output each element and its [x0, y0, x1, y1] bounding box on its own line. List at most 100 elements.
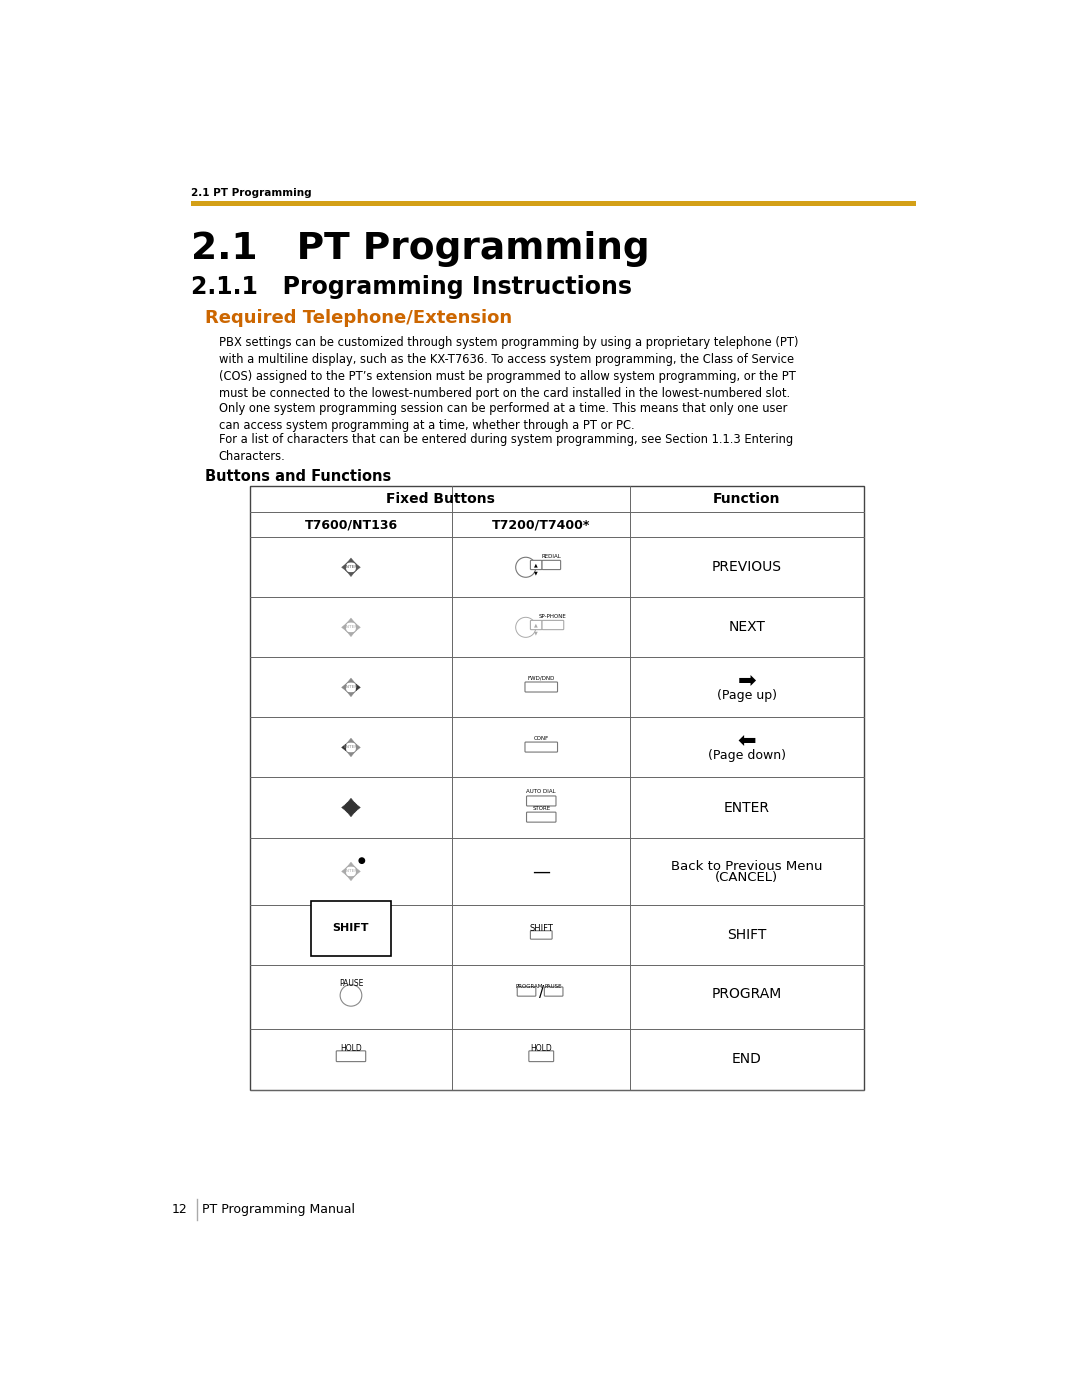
- Text: ▼: ▼: [535, 570, 538, 576]
- Circle shape: [515, 557, 536, 577]
- Polygon shape: [348, 678, 354, 682]
- FancyBboxPatch shape: [527, 796, 556, 806]
- FancyBboxPatch shape: [542, 620, 564, 630]
- FancyBboxPatch shape: [530, 560, 542, 570]
- Text: —: —: [532, 862, 550, 880]
- Text: ENTER: ENTER: [343, 746, 359, 749]
- Text: PAUSE: PAUSE: [545, 983, 563, 989]
- Polygon shape: [348, 813, 354, 817]
- Text: Buttons and Functions: Buttons and Functions: [205, 469, 391, 485]
- FancyBboxPatch shape: [338, 935, 364, 943]
- Polygon shape: [348, 633, 354, 637]
- Text: PBX settings can be customized through system programming by using a proprietary: PBX settings can be customized through s…: [218, 337, 798, 401]
- Circle shape: [346, 742, 356, 753]
- Text: PROGRAM: PROGRAM: [712, 986, 782, 1000]
- Text: 2.1.1   Programming Instructions: 2.1.1 Programming Instructions: [191, 275, 632, 299]
- Text: PREVIOUS: PREVIOUS: [712, 560, 782, 574]
- FancyBboxPatch shape: [336, 1051, 366, 1062]
- FancyBboxPatch shape: [527, 812, 556, 823]
- Text: ENTER: ENTER: [343, 869, 359, 873]
- Polygon shape: [341, 624, 346, 630]
- Circle shape: [346, 802, 356, 813]
- Text: ENTER: ENTER: [343, 626, 359, 629]
- Text: SP-PHONE: SP-PHONE: [539, 613, 567, 619]
- Text: PROGRAM: PROGRAM: [515, 983, 542, 989]
- Polygon shape: [341, 745, 346, 750]
- Text: ▼: ▼: [535, 630, 538, 636]
- Text: ENTER: ENTER: [343, 686, 359, 689]
- Text: Function: Function: [713, 492, 781, 506]
- FancyBboxPatch shape: [544, 986, 563, 996]
- Circle shape: [340, 985, 362, 1006]
- Text: SHIFT: SHIFT: [333, 923, 369, 933]
- Polygon shape: [348, 738, 354, 742]
- Text: AUTO DIAL: AUTO DIAL: [526, 789, 556, 795]
- Polygon shape: [341, 685, 346, 690]
- Text: ▲: ▲: [535, 563, 538, 567]
- Circle shape: [346, 562, 356, 573]
- Polygon shape: [356, 685, 361, 690]
- Text: ➡: ➡: [738, 671, 756, 692]
- Polygon shape: [348, 693, 354, 697]
- Circle shape: [346, 682, 356, 693]
- Polygon shape: [348, 557, 354, 562]
- Text: T7600/NT136: T7600/NT136: [305, 518, 397, 531]
- Polygon shape: [341, 805, 346, 810]
- Text: ENTER: ENTER: [724, 800, 770, 814]
- Text: ⬅: ⬅: [738, 731, 756, 752]
- Text: END: END: [732, 1052, 761, 1066]
- Polygon shape: [356, 624, 361, 630]
- Polygon shape: [348, 798, 354, 802]
- FancyBboxPatch shape: [530, 930, 552, 939]
- Text: 12: 12: [172, 1203, 188, 1215]
- Text: SHIFT: SHIFT: [727, 929, 767, 943]
- Polygon shape: [348, 876, 354, 880]
- Polygon shape: [348, 573, 354, 577]
- Text: /: /: [540, 985, 544, 1000]
- Text: Required Telephone/Extension: Required Telephone/Extension: [205, 309, 512, 327]
- Text: ▲: ▲: [535, 623, 538, 627]
- Text: (Page up): (Page up): [717, 689, 777, 701]
- Circle shape: [515, 617, 536, 637]
- Text: PAUSE: PAUSE: [339, 978, 363, 988]
- Polygon shape: [356, 745, 361, 750]
- Text: Only one system programming session can be performed at a time. This means that : Only one system programming session can …: [218, 402, 787, 433]
- Text: REDIAL: REDIAL: [541, 553, 562, 559]
- Text: For a list of characters that can be entered during system programming, see Sect: For a list of characters that can be ent…: [218, 433, 793, 464]
- Text: (Page down): (Page down): [707, 749, 786, 761]
- Text: 2.1 PT Programming: 2.1 PT Programming: [191, 189, 311, 198]
- Text: T7200/T7400*: T7200/T7400*: [492, 518, 591, 531]
- Polygon shape: [348, 862, 354, 866]
- FancyBboxPatch shape: [529, 1051, 554, 1062]
- FancyBboxPatch shape: [525, 742, 557, 752]
- FancyBboxPatch shape: [517, 986, 536, 996]
- Text: Fixed Buttons: Fixed Buttons: [386, 492, 495, 506]
- Polygon shape: [356, 805, 361, 810]
- Circle shape: [346, 622, 356, 633]
- Polygon shape: [348, 753, 354, 757]
- Bar: [191, 201, 916, 207]
- FancyBboxPatch shape: [542, 560, 561, 570]
- Text: NEXT: NEXT: [728, 620, 766, 634]
- Text: Back to Previous Menu: Back to Previous Menu: [671, 859, 823, 873]
- Circle shape: [360, 858, 365, 863]
- Text: (CANCEL): (CANCEL): [715, 872, 779, 884]
- Polygon shape: [341, 564, 346, 570]
- FancyBboxPatch shape: [525, 682, 557, 692]
- Polygon shape: [356, 868, 361, 875]
- Text: FWD/DND: FWD/DND: [527, 676, 555, 680]
- Text: HOLD: HOLD: [340, 1044, 362, 1053]
- Text: CONF: CONF: [534, 735, 549, 740]
- Text: PT Programming Manual: PT Programming Manual: [202, 1203, 354, 1215]
- Text: 2.1   PT Programming: 2.1 PT Programming: [191, 231, 649, 267]
- Polygon shape: [356, 564, 361, 570]
- Text: SHIFT: SHIFT: [529, 923, 553, 933]
- Text: ENTER: ENTER: [343, 566, 359, 569]
- Polygon shape: [348, 617, 354, 622]
- Circle shape: [346, 866, 356, 877]
- Text: HOLD: HOLD: [530, 1044, 552, 1053]
- Text: STORE: STORE: [532, 806, 551, 810]
- Polygon shape: [341, 868, 346, 875]
- FancyBboxPatch shape: [530, 620, 542, 630]
- Bar: [249, 486, 864, 1090]
